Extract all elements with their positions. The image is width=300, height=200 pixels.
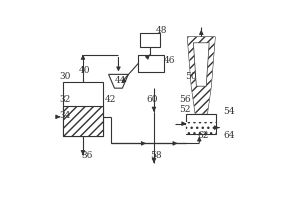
Bar — [63, 106, 103, 136]
Text: 36: 36 — [81, 151, 92, 160]
Text: 54: 54 — [223, 107, 235, 116]
Text: 44: 44 — [115, 76, 126, 85]
Text: 62: 62 — [197, 131, 209, 140]
Text: 56: 56 — [180, 96, 191, 104]
Bar — [187, 114, 216, 134]
Text: 48: 48 — [156, 26, 167, 35]
Text: 60: 60 — [146, 96, 158, 104]
Text: 42: 42 — [105, 96, 116, 104]
Text: 46: 46 — [164, 56, 175, 65]
Text: 30: 30 — [59, 72, 71, 81]
Bar — [138, 55, 164, 72]
Text: 58: 58 — [150, 151, 162, 160]
Polygon shape — [109, 74, 128, 88]
Bar — [187, 122, 216, 134]
Polygon shape — [194, 43, 209, 86]
Text: 40: 40 — [79, 66, 91, 75]
Bar — [63, 82, 103, 136]
Text: 64: 64 — [223, 131, 235, 140]
Text: 34: 34 — [59, 111, 71, 120]
Bar — [140, 33, 160, 47]
Text: 50: 50 — [185, 72, 197, 81]
Text: 32: 32 — [59, 96, 70, 104]
Polygon shape — [188, 37, 215, 114]
Polygon shape — [188, 37, 215, 114]
Text: 52: 52 — [180, 105, 191, 114]
